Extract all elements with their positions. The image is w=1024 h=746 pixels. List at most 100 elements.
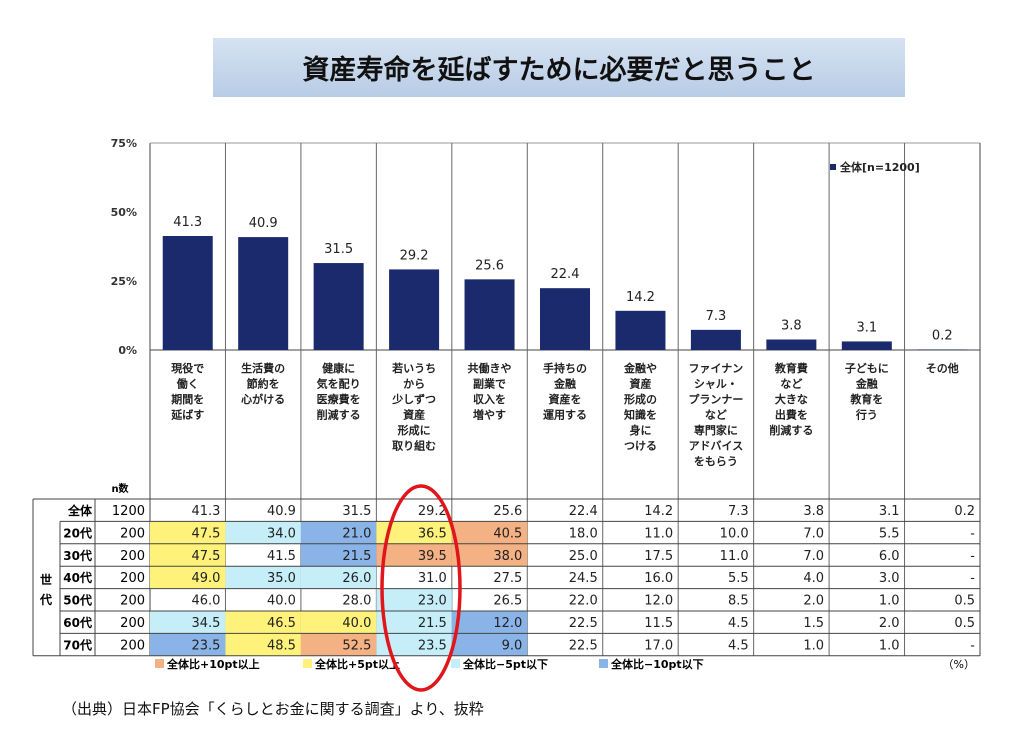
- bar-value-label: 0.2: [932, 328, 953, 343]
- table-cell-highlight: [376, 611, 452, 634]
- table-cell-highlight: [451, 521, 528, 544]
- table-cell: 1.0: [879, 638, 900, 653]
- table-cell: -: [970, 638, 975, 653]
- legend-swatch: [599, 659, 608, 668]
- category-label: 形成に: [398, 423, 431, 437]
- category-label: 知識を: [623, 408, 657, 422]
- bar: [841, 341, 892, 350]
- table-cell: 1.5: [803, 616, 824, 631]
- table-cell: 29.2: [418, 504, 447, 519]
- category-label: から: [403, 378, 425, 391]
- table-cell: 41.3: [192, 504, 221, 519]
- table-cell-highlight: [376, 588, 452, 611]
- table-cell: 11.0: [644, 526, 673, 541]
- table-cell: 40.0: [267, 594, 296, 609]
- category-label: プランナー: [688, 392, 743, 406]
- table-cell: 8.5: [728, 594, 749, 609]
- row-label: 70代: [63, 637, 92, 652]
- table-cell: 39.5: [418, 549, 447, 564]
- table-cell-highlight: [300, 543, 377, 567]
- table-cell: 21.0: [342, 526, 371, 541]
- table-cell: 34.5: [192, 616, 221, 631]
- category-label: をもらう: [694, 455, 738, 468]
- category-label: 金融: [553, 377, 576, 391]
- row-n: 200: [120, 526, 145, 541]
- table-cell: 41.5: [267, 549, 296, 564]
- table-cell-highlight: [150, 611, 226, 634]
- bar: [615, 310, 666, 350]
- category-label: アドバイス: [689, 440, 744, 453]
- category-label: 少しずつ: [391, 392, 436, 406]
- table-cell: 31.5: [342, 504, 371, 519]
- table-cell: 23.0: [418, 594, 447, 609]
- table-cell: 16.0: [644, 571, 673, 586]
- legend-label: 全体比−10pt以下: [610, 657, 704, 671]
- bar-value-label: 3.1: [856, 320, 877, 335]
- table-cell: 1.0: [803, 638, 824, 653]
- category-label: 出費を: [775, 408, 808, 422]
- table-cell-highlight: [451, 611, 528, 634]
- bar-value-label: 41.3: [173, 215, 202, 230]
- category-label: 身に: [629, 423, 651, 437]
- row-n: 1200: [112, 504, 145, 519]
- bar-value-label: 3.8: [781, 319, 802, 334]
- category-label: 副業で: [473, 377, 506, 391]
- table-cell: 3.8: [803, 504, 824, 519]
- legend-swatch: [451, 659, 460, 668]
- table-cell: 26.5: [493, 594, 522, 609]
- y-tick-label: 75%: [111, 137, 137, 150]
- bar: [238, 237, 289, 350]
- category-label: 節約を: [247, 377, 280, 391]
- bar: [313, 263, 364, 350]
- page-title: 資産寿命を延ばすために必要だと思うこと: [213, 38, 905, 97]
- category-label: 資産を: [549, 392, 582, 406]
- category-label: 運用する: [543, 409, 587, 422]
- category-label: 金融: [855, 377, 878, 391]
- row-label: 全体: [67, 503, 93, 518]
- table-cell: 7.0: [803, 526, 824, 541]
- category-label: 取り組む: [392, 439, 436, 453]
- table-cell-highlight: [225, 521, 301, 544]
- row-n: 200: [120, 616, 145, 631]
- bar-value-label: 7.3: [706, 309, 727, 324]
- category-label: 形成の: [624, 392, 657, 406]
- table-cell: 23.5: [418, 638, 447, 653]
- bar-value-label: 31.5: [324, 242, 353, 257]
- table-cell: 35.0: [267, 571, 296, 586]
- table-cell: 28.0: [342, 594, 371, 609]
- table-cell: 21.5: [342, 549, 371, 564]
- table-cell: 7.3: [728, 504, 749, 519]
- table-cell: 47.5: [192, 549, 221, 564]
- table-cell-highlight: [376, 521, 452, 544]
- table-cell: 12.0: [644, 594, 673, 609]
- bar-value-label: 40.9: [249, 216, 278, 231]
- table-cell-highlight: [300, 521, 377, 544]
- table-cell: 25.0: [569, 549, 598, 564]
- table-cell: 5.5: [879, 526, 900, 541]
- row-n: 200: [120, 594, 145, 609]
- table-cell: 18.0: [569, 526, 598, 541]
- category-label: 期間を: [171, 392, 204, 406]
- table-cell: 0.5: [954, 594, 975, 609]
- category-label: 削減する: [317, 408, 361, 422]
- legend-swatch: [830, 164, 836, 170]
- table-cell: 40.0: [342, 616, 371, 631]
- table-cell: 3.0: [879, 571, 900, 586]
- table-cell: 14.2: [644, 504, 673, 519]
- table-cell-highlight: [300, 566, 377, 589]
- table-cell: 52.5: [342, 638, 371, 653]
- category-label: 若いうち: [392, 361, 436, 375]
- category-label: 専門家に: [694, 423, 738, 437]
- row-n: 200: [120, 571, 145, 586]
- category-label: 医療費を: [317, 392, 361, 406]
- row-label: 50代: [63, 593, 92, 608]
- table-cell: 11.0: [720, 549, 749, 564]
- y-tick-label: 50%: [111, 206, 137, 219]
- table-cell: 17.5: [644, 549, 673, 564]
- table-cell-highlight: [150, 543, 226, 567]
- table-cell: 23.5: [192, 638, 221, 653]
- table-cell: 17.0: [644, 638, 673, 653]
- bar: [464, 279, 515, 350]
- bar-value-label: 22.4: [551, 267, 580, 282]
- table-cell: 22.5: [569, 616, 598, 631]
